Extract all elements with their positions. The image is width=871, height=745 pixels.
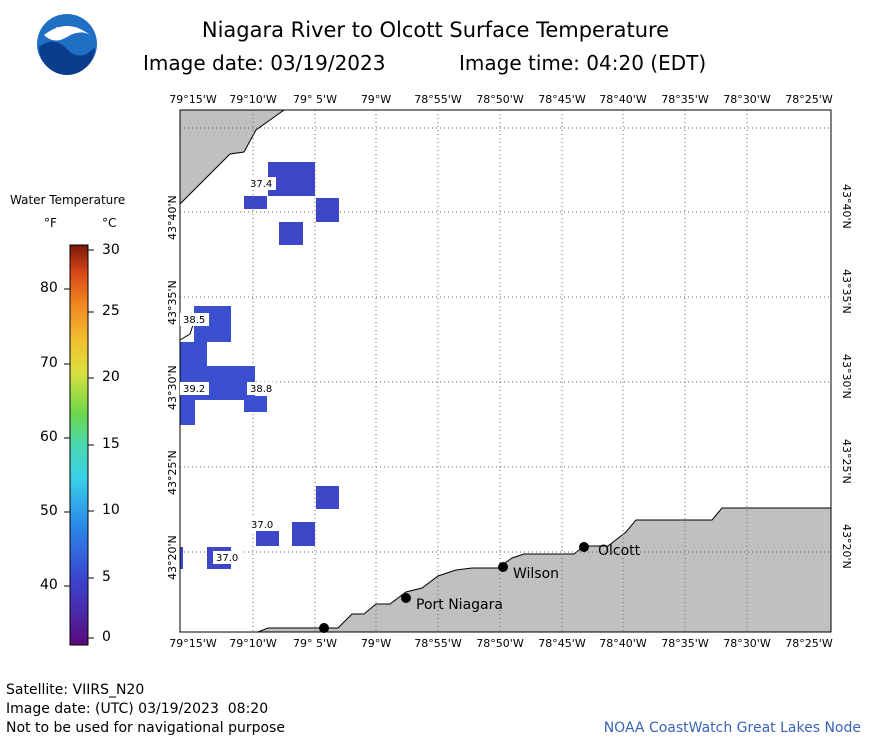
image-date: Image date: 03/19/2023 xyxy=(143,51,386,75)
place-label-wilson: Wilson xyxy=(513,566,559,582)
longitude-label: 78°25'W xyxy=(785,637,833,650)
legend-tick-f: 50 xyxy=(40,503,58,519)
longitude-label: 78°25'W xyxy=(785,93,833,106)
legend-tick-c: 20 xyxy=(102,369,120,385)
temp-label: 38.8 xyxy=(250,384,272,395)
longitude-label: 79°15'W xyxy=(169,93,217,106)
legend-tick-c: 15 xyxy=(102,436,120,452)
logo-text: NOAA xyxy=(55,26,79,35)
temp-label: 38.5 xyxy=(183,315,205,326)
longitude-label: 79° 5'W xyxy=(293,637,337,650)
temperature-labels: 37.4 38.5 39.2 38.8 37.0 37.0 xyxy=(180,177,277,564)
place-marker-olcott xyxy=(579,542,589,552)
temp-label: 37.0 xyxy=(251,520,273,531)
place-marker-wilson xyxy=(498,562,508,572)
longitude-label: 78°45'W xyxy=(538,93,586,106)
temp-label: 37.4 xyxy=(250,179,272,190)
legend-tick-c: 0 xyxy=(102,629,111,645)
legend-tick-c: 30 xyxy=(102,242,120,258)
map-title: Niagara River to Olcott Surface Temperat… xyxy=(201,18,670,42)
image-time: Image time: 04:20 (EDT) xyxy=(459,51,707,75)
legend-tick-f: 40 xyxy=(40,577,58,593)
legend-unit-f: °F xyxy=(44,216,57,230)
legend-title: Water Temperature xyxy=(10,193,126,207)
legend-colorbar xyxy=(64,244,94,646)
legend-unit-c: °C xyxy=(102,216,117,230)
place-label-port-niagara: Port Niagara xyxy=(416,597,503,613)
temp-label: 37.0 xyxy=(216,553,238,564)
longitude-label: 78°55'W xyxy=(414,637,462,650)
longitude-label: 78°45'W xyxy=(538,637,586,650)
longitude-label: 78°30'W xyxy=(723,637,771,650)
noaa-logo: NOAA xyxy=(36,13,98,75)
longitude-label: 78°50'W xyxy=(476,637,524,650)
place-marker-port-niagara xyxy=(401,593,411,603)
longitude-label: 78°40'W xyxy=(599,637,647,650)
legend-tick-c: 10 xyxy=(102,502,120,518)
legend-tick-c: 5 xyxy=(102,569,111,585)
place-marker-niagara-mouth xyxy=(319,623,329,633)
footer-satellite: Satellite: VIIRS_N20 xyxy=(6,682,145,698)
map-frame xyxy=(179,109,832,633)
longitude-label: 78°50'W xyxy=(476,93,524,106)
longitude-label: 79°10'W xyxy=(229,637,277,650)
footer-credit: NOAA CoastWatch Great Lakes Node xyxy=(603,720,861,736)
footer-warning: Not to be used for navigational purpose xyxy=(6,720,285,736)
place-label-olcott: Olcott xyxy=(598,543,641,559)
longitude-label: 78°55'W xyxy=(414,93,462,106)
longitude-label: 79° 5'W xyxy=(293,93,337,106)
legend-tick-f: 70 xyxy=(40,355,58,371)
longitude-label: 79°10'W xyxy=(229,93,277,106)
legend-tick-f: 80 xyxy=(40,280,58,296)
place-labels: Olcott Wilson Port Niagara xyxy=(416,543,641,613)
shoreline-west xyxy=(179,324,194,341)
land-south-shore xyxy=(257,507,832,633)
longitude-label: 78°30'W xyxy=(723,93,771,106)
longitude-label: 79°W xyxy=(360,637,392,650)
longitude-label: 79°W xyxy=(360,93,392,106)
longitude-label: 78°40'W xyxy=(599,93,647,106)
longitude-label: 78°35'W xyxy=(661,93,709,106)
legend-tick-f: 60 xyxy=(40,429,58,445)
temp-label: 39.2 xyxy=(183,384,205,395)
footer-utc-date: Image date: (UTC) 03/19/2023 08:20 xyxy=(6,701,269,717)
longitude-label: 79°15'W xyxy=(169,637,217,650)
longitude-label: 78°35'W xyxy=(661,637,709,650)
legend-tick-c: 25 xyxy=(102,303,120,319)
place-markers xyxy=(319,542,589,633)
